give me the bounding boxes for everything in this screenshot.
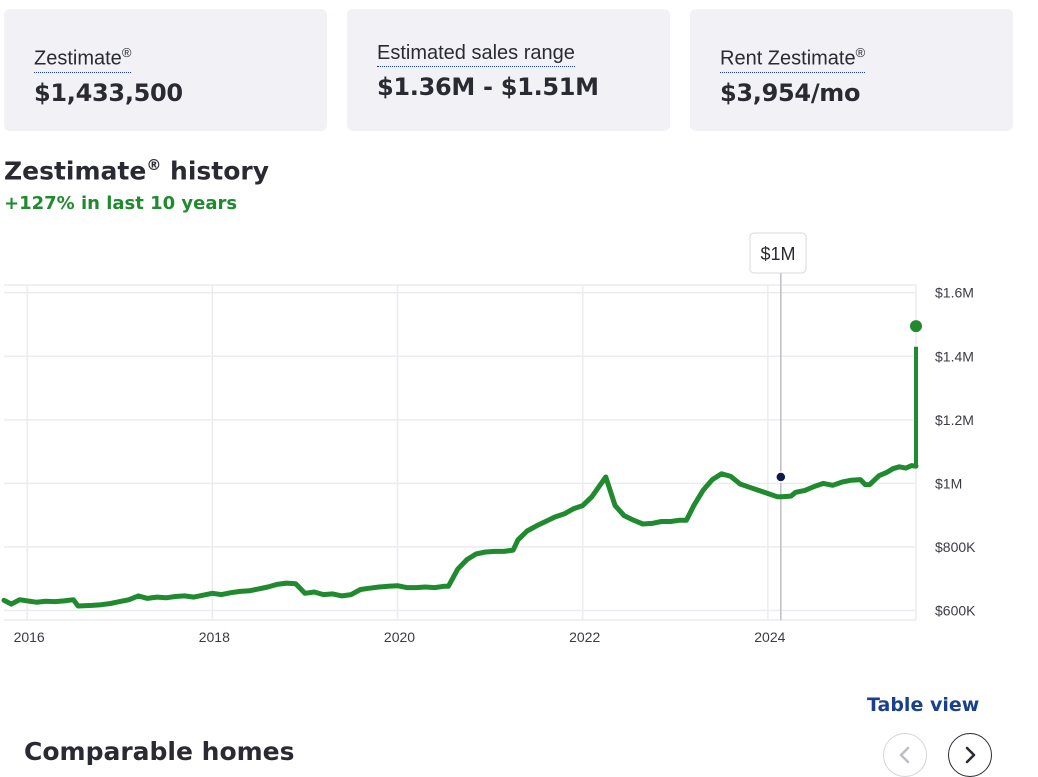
x-tick-label: 2016	[14, 629, 45, 645]
chart-tooltip: $1M	[749, 232, 807, 274]
y-tick-label: $1M	[935, 475, 962, 491]
hover-point	[775, 471, 787, 483]
x-tick-label: 2024	[754, 629, 785, 645]
chevron-left-icon	[899, 746, 910, 764]
rent-zestimate-card: Rent Zestimate® $3,954/mo	[690, 9, 1013, 131]
rent-zestimate-label[interactable]: Rent Zestimate®	[720, 41, 866, 73]
zestimate-history-title: Zestimate® history	[4, 156, 270, 186]
tooltip-value: $1M	[760, 244, 795, 264]
zestimate-line	[1, 463, 919, 609]
x-tick-label: 2022	[569, 629, 600, 645]
comparable-homes-title: Comparable homes	[24, 737, 295, 766]
tooltip-box	[749, 232, 807, 274]
current-value-point	[910, 320, 922, 333]
y-tick-label: $1.6M	[935, 285, 974, 301]
y-tick-label: $800K	[935, 539, 976, 555]
zestimate-history-chart[interactable]: $600K $800K $1M $1.2M $1.4M $1.6M 2016 2018 202…	[0, 225, 1038, 665]
y-axis: $600K $800K $1M $1.2M $1.4M $1.6M	[935, 285, 976, 619]
x-axis: 2016 2018 2020 2022 2024	[14, 629, 786, 645]
y-tick-label: $600K	[935, 602, 976, 618]
chevron-right-icon	[965, 746, 976, 764]
table-view-link[interactable]: Table view	[867, 694, 980, 716]
history-change: +127% in last 10 years	[4, 193, 238, 214]
zestimate-value: $1,433,500	[34, 78, 183, 107]
next-button[interactable]	[948, 733, 992, 777]
x-tick-label: 2020	[384, 629, 415, 645]
chart-grid	[4, 284, 917, 621]
sales-range-label[interactable]: Estimated sales range	[377, 41, 575, 67]
y-tick-label: $1.4M	[935, 348, 974, 364]
sales-range-card: Estimated sales range $1.36M - $1.51M	[347, 9, 670, 131]
zestimate-card: Zestimate® $1,433,500	[4, 9, 327, 131]
rent-zestimate-value: $3,954/mo	[720, 78, 861, 107]
sales-range-value: $1.36M - $1.51M	[377, 73, 599, 101]
zestimate-label[interactable]: Zestimate®	[34, 41, 132, 73]
y-tick-label: $1.2M	[935, 412, 974, 428]
x-tick-label: 2018	[199, 629, 230, 645]
previous-button[interactable]	[883, 733, 927, 777]
